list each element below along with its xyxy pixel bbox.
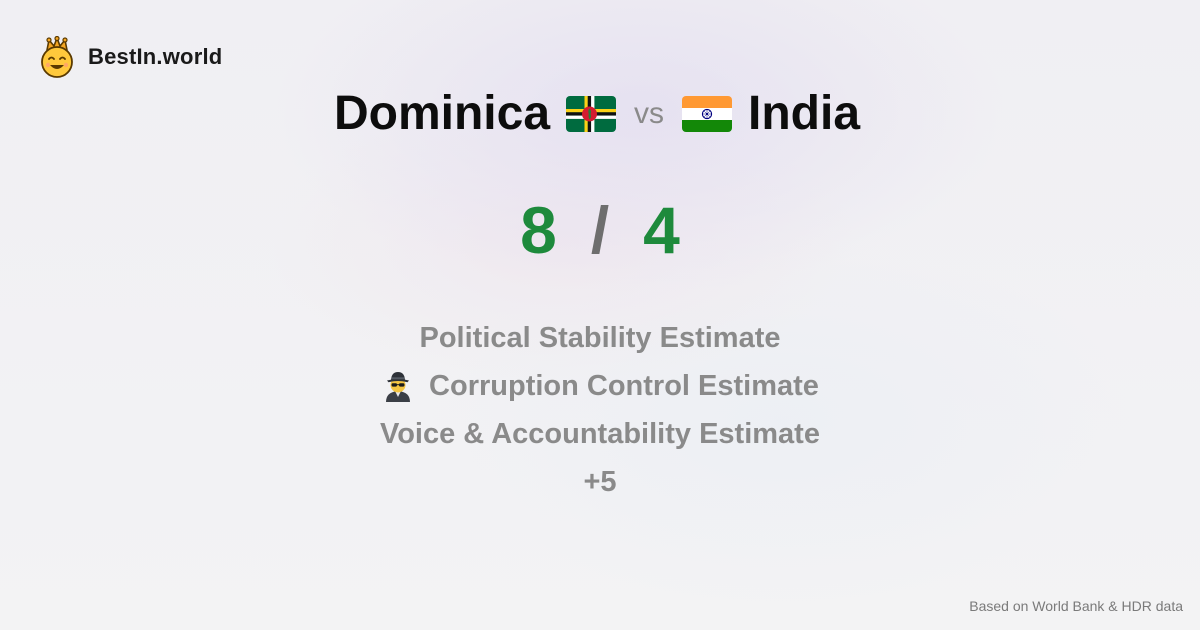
spy-detective-icon bbox=[386, 372, 411, 402]
more-metrics-count: +5 bbox=[583, 458, 616, 506]
brand-name: BestIn.world bbox=[88, 44, 223, 69]
right-score: 4 bbox=[643, 193, 680, 267]
crown-smiley-icon bbox=[41, 36, 73, 78]
left-country-name: Dominica bbox=[333, 87, 551, 140]
country-matchup: Dominica vs India bbox=[0, 86, 1200, 141]
metric-label: Political Stability Estimate bbox=[419, 322, 781, 354]
india-flag-icon bbox=[682, 95, 733, 132]
left-score: 8 bbox=[520, 193, 557, 267]
metric-label: Voice & Accountability Estimate bbox=[380, 418, 820, 450]
metric-item: Political Stability Estimate bbox=[420, 314, 781, 362]
score-separator: / bbox=[590, 193, 610, 267]
metric-item: Voice & Accountability Estimate bbox=[380, 410, 820, 458]
metric-label: Corruption Control Estimate bbox=[429, 370, 819, 402]
data-source-note: Based on World Bank & HDR data bbox=[969, 598, 1183, 614]
metric-label: +5 bbox=[583, 466, 617, 498]
score-display: 8 / 4 bbox=[0, 192, 1200, 268]
brand[interactable]: BestIn.world bbox=[38, 36, 222, 78]
vs-label: vs bbox=[634, 96, 665, 130]
right-country-name: India bbox=[748, 87, 861, 140]
dominica-flag-icon bbox=[566, 95, 617, 132]
metric-item: Corruption Control Estimate bbox=[381, 362, 819, 410]
metrics-list: Political Stability Estimate Corruption … bbox=[0, 314, 1200, 506]
